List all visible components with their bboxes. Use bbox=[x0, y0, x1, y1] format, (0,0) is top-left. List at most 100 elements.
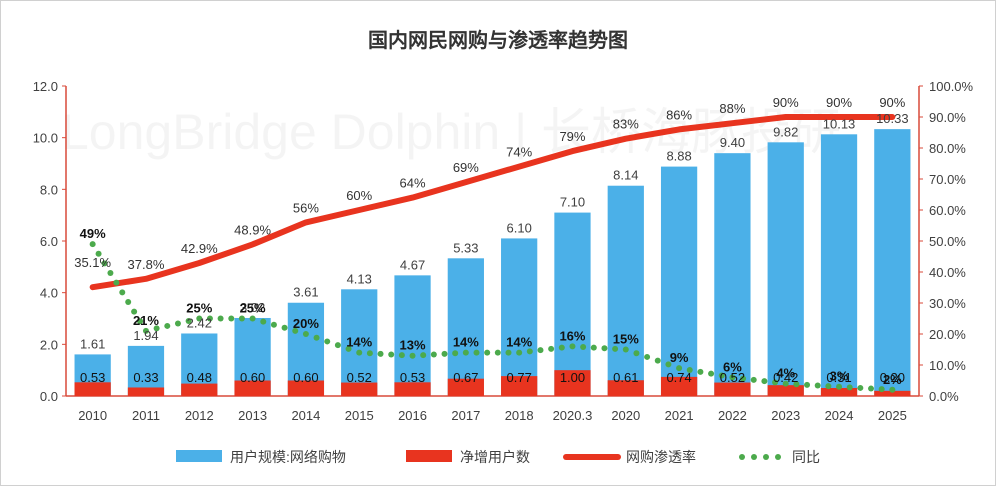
yoy-dot bbox=[366, 350, 373, 357]
yoy-dot bbox=[131, 308, 138, 315]
right-tick-label: 40.0% bbox=[929, 265, 966, 280]
yoy-dot bbox=[537, 347, 544, 354]
yoy-dot bbox=[95, 250, 102, 257]
label-yoy: 13% bbox=[400, 338, 426, 353]
x-tick-label: 2020.3 bbox=[553, 408, 593, 423]
yoy-dot bbox=[622, 346, 629, 353]
bar-net-increase bbox=[234, 380, 271, 396]
label-net-increase: 1.00 bbox=[560, 370, 585, 385]
label-yoy: 14% bbox=[453, 335, 479, 350]
label-net-increase: 0.60 bbox=[240, 370, 265, 385]
x-tick-label: 2012 bbox=[185, 408, 214, 423]
yoy-dot bbox=[260, 318, 267, 325]
label-penetration-rate: 90% bbox=[879, 95, 905, 110]
label-net-increase: 0.60 bbox=[293, 370, 318, 385]
yoy-dot bbox=[686, 366, 693, 373]
label-net-increase: 0.77 bbox=[507, 370, 532, 385]
bar-net-increase bbox=[767, 385, 804, 396]
bar-net-increase bbox=[287, 380, 325, 396]
label-total-users: 2.42 bbox=[187, 315, 212, 330]
label-net-increase: 0.53 bbox=[80, 370, 105, 385]
left-tick-label: 0.0 bbox=[40, 389, 58, 404]
label-penetration-rate: 74% bbox=[506, 145, 532, 160]
yoy-dot bbox=[580, 344, 587, 351]
label-penetration-rate: 90% bbox=[826, 95, 852, 110]
yoy-dot bbox=[484, 349, 491, 356]
bar-net-increase bbox=[181, 383, 218, 396]
label-penetration-rate: 79% bbox=[559, 129, 585, 144]
label-penetration-rate: 69% bbox=[453, 160, 479, 175]
label-yoy: 9% bbox=[670, 350, 689, 365]
yoy-dot bbox=[206, 315, 213, 322]
label-penetration-rate: 37.8% bbox=[128, 257, 165, 272]
label-total-users: 4.13 bbox=[347, 271, 372, 286]
yoy-dot bbox=[558, 344, 565, 351]
yoy-dot bbox=[107, 270, 114, 277]
bar-net-increase bbox=[660, 376, 698, 396]
label-net-increase: 0.20 bbox=[880, 370, 905, 385]
bar-net-increase bbox=[394, 382, 431, 396]
x-tick-label: 2020 bbox=[611, 408, 640, 423]
bar-net-increase bbox=[127, 387, 165, 396]
yoy-dot bbox=[761, 378, 768, 385]
yoy-dot bbox=[89, 241, 96, 248]
right-tick-label: 20.0% bbox=[929, 327, 966, 342]
bar-total-users bbox=[287, 302, 325, 396]
bar-total-users bbox=[820, 134, 858, 396]
yoy-dot bbox=[782, 380, 789, 387]
legend-label: 净增用户数 bbox=[460, 449, 530, 465]
yoy-dot bbox=[420, 352, 427, 359]
x-tick-label: 2023 bbox=[771, 408, 800, 423]
bar-net-increase bbox=[74, 382, 111, 396]
label-total-users: 9.82 bbox=[773, 124, 798, 139]
yoy-dot bbox=[676, 365, 683, 372]
bar-total-users bbox=[394, 275, 431, 396]
label-penetration-rate: 64% bbox=[400, 176, 426, 191]
left-tick-label: 12.0 bbox=[33, 79, 58, 94]
label-yoy: 15% bbox=[613, 332, 639, 347]
yoy-dot bbox=[125, 298, 132, 305]
label-yoy: 25% bbox=[240, 301, 266, 316]
yoy-dot bbox=[334, 342, 341, 349]
yoy-dot bbox=[569, 343, 576, 350]
legend-swatch bbox=[751, 454, 757, 460]
yoy-dot bbox=[708, 370, 715, 377]
right-tick-label: 90.0% bbox=[929, 110, 966, 125]
watermark: LongBridge Dolphin | 长桥海豚投研 bbox=[61, 104, 841, 160]
x-tick-label: 2021 bbox=[665, 408, 694, 423]
yoy-dot bbox=[665, 361, 672, 368]
yoy-dot bbox=[228, 315, 235, 322]
legend-swatch bbox=[775, 454, 781, 460]
label-net-increase: 0.61 bbox=[613, 370, 638, 385]
label-total-users: 3.02 bbox=[240, 300, 265, 315]
legend-swatch bbox=[406, 450, 452, 462]
yoy-dot bbox=[324, 338, 331, 345]
yoy-dot bbox=[878, 386, 885, 393]
bar-net-increase bbox=[820, 387, 858, 396]
left-tick-label: 10.0 bbox=[33, 131, 58, 146]
yoy-dot bbox=[836, 383, 843, 390]
label-net-increase: 0.74 bbox=[666, 370, 691, 385]
right-tick-label: 100.0% bbox=[929, 79, 974, 94]
label-total-users: 10.13 bbox=[823, 116, 856, 131]
yoy-dot bbox=[142, 327, 149, 334]
yoy-dot bbox=[430, 351, 437, 358]
label-penetration-rate: 56% bbox=[293, 200, 319, 215]
legend: 用户规模:网络购物 净增用户数 网购渗透率 同比 bbox=[176, 449, 820, 465]
yoy-dot bbox=[516, 349, 523, 356]
bar-total-users bbox=[447, 258, 484, 396]
label-yoy: 49% bbox=[80, 226, 106, 241]
x-tick-label: 2015 bbox=[345, 408, 374, 423]
legend-label: 网购渗透率 bbox=[626, 449, 696, 465]
chart-title: 国内网民网购与渗透率趋势图 bbox=[368, 28, 628, 52]
yoy-dot bbox=[793, 381, 800, 388]
yoy-dot bbox=[409, 352, 416, 359]
yoy-dot bbox=[601, 345, 608, 352]
label-penetration-rate: 90% bbox=[773, 95, 799, 110]
label-total-users: 6.10 bbox=[507, 220, 532, 235]
yoy-dot bbox=[590, 344, 597, 351]
legend-label: 用户规模:网络购物 bbox=[230, 449, 346, 465]
label-total-users: 8.14 bbox=[613, 168, 638, 183]
right-tick-label: 50.0% bbox=[929, 234, 966, 249]
